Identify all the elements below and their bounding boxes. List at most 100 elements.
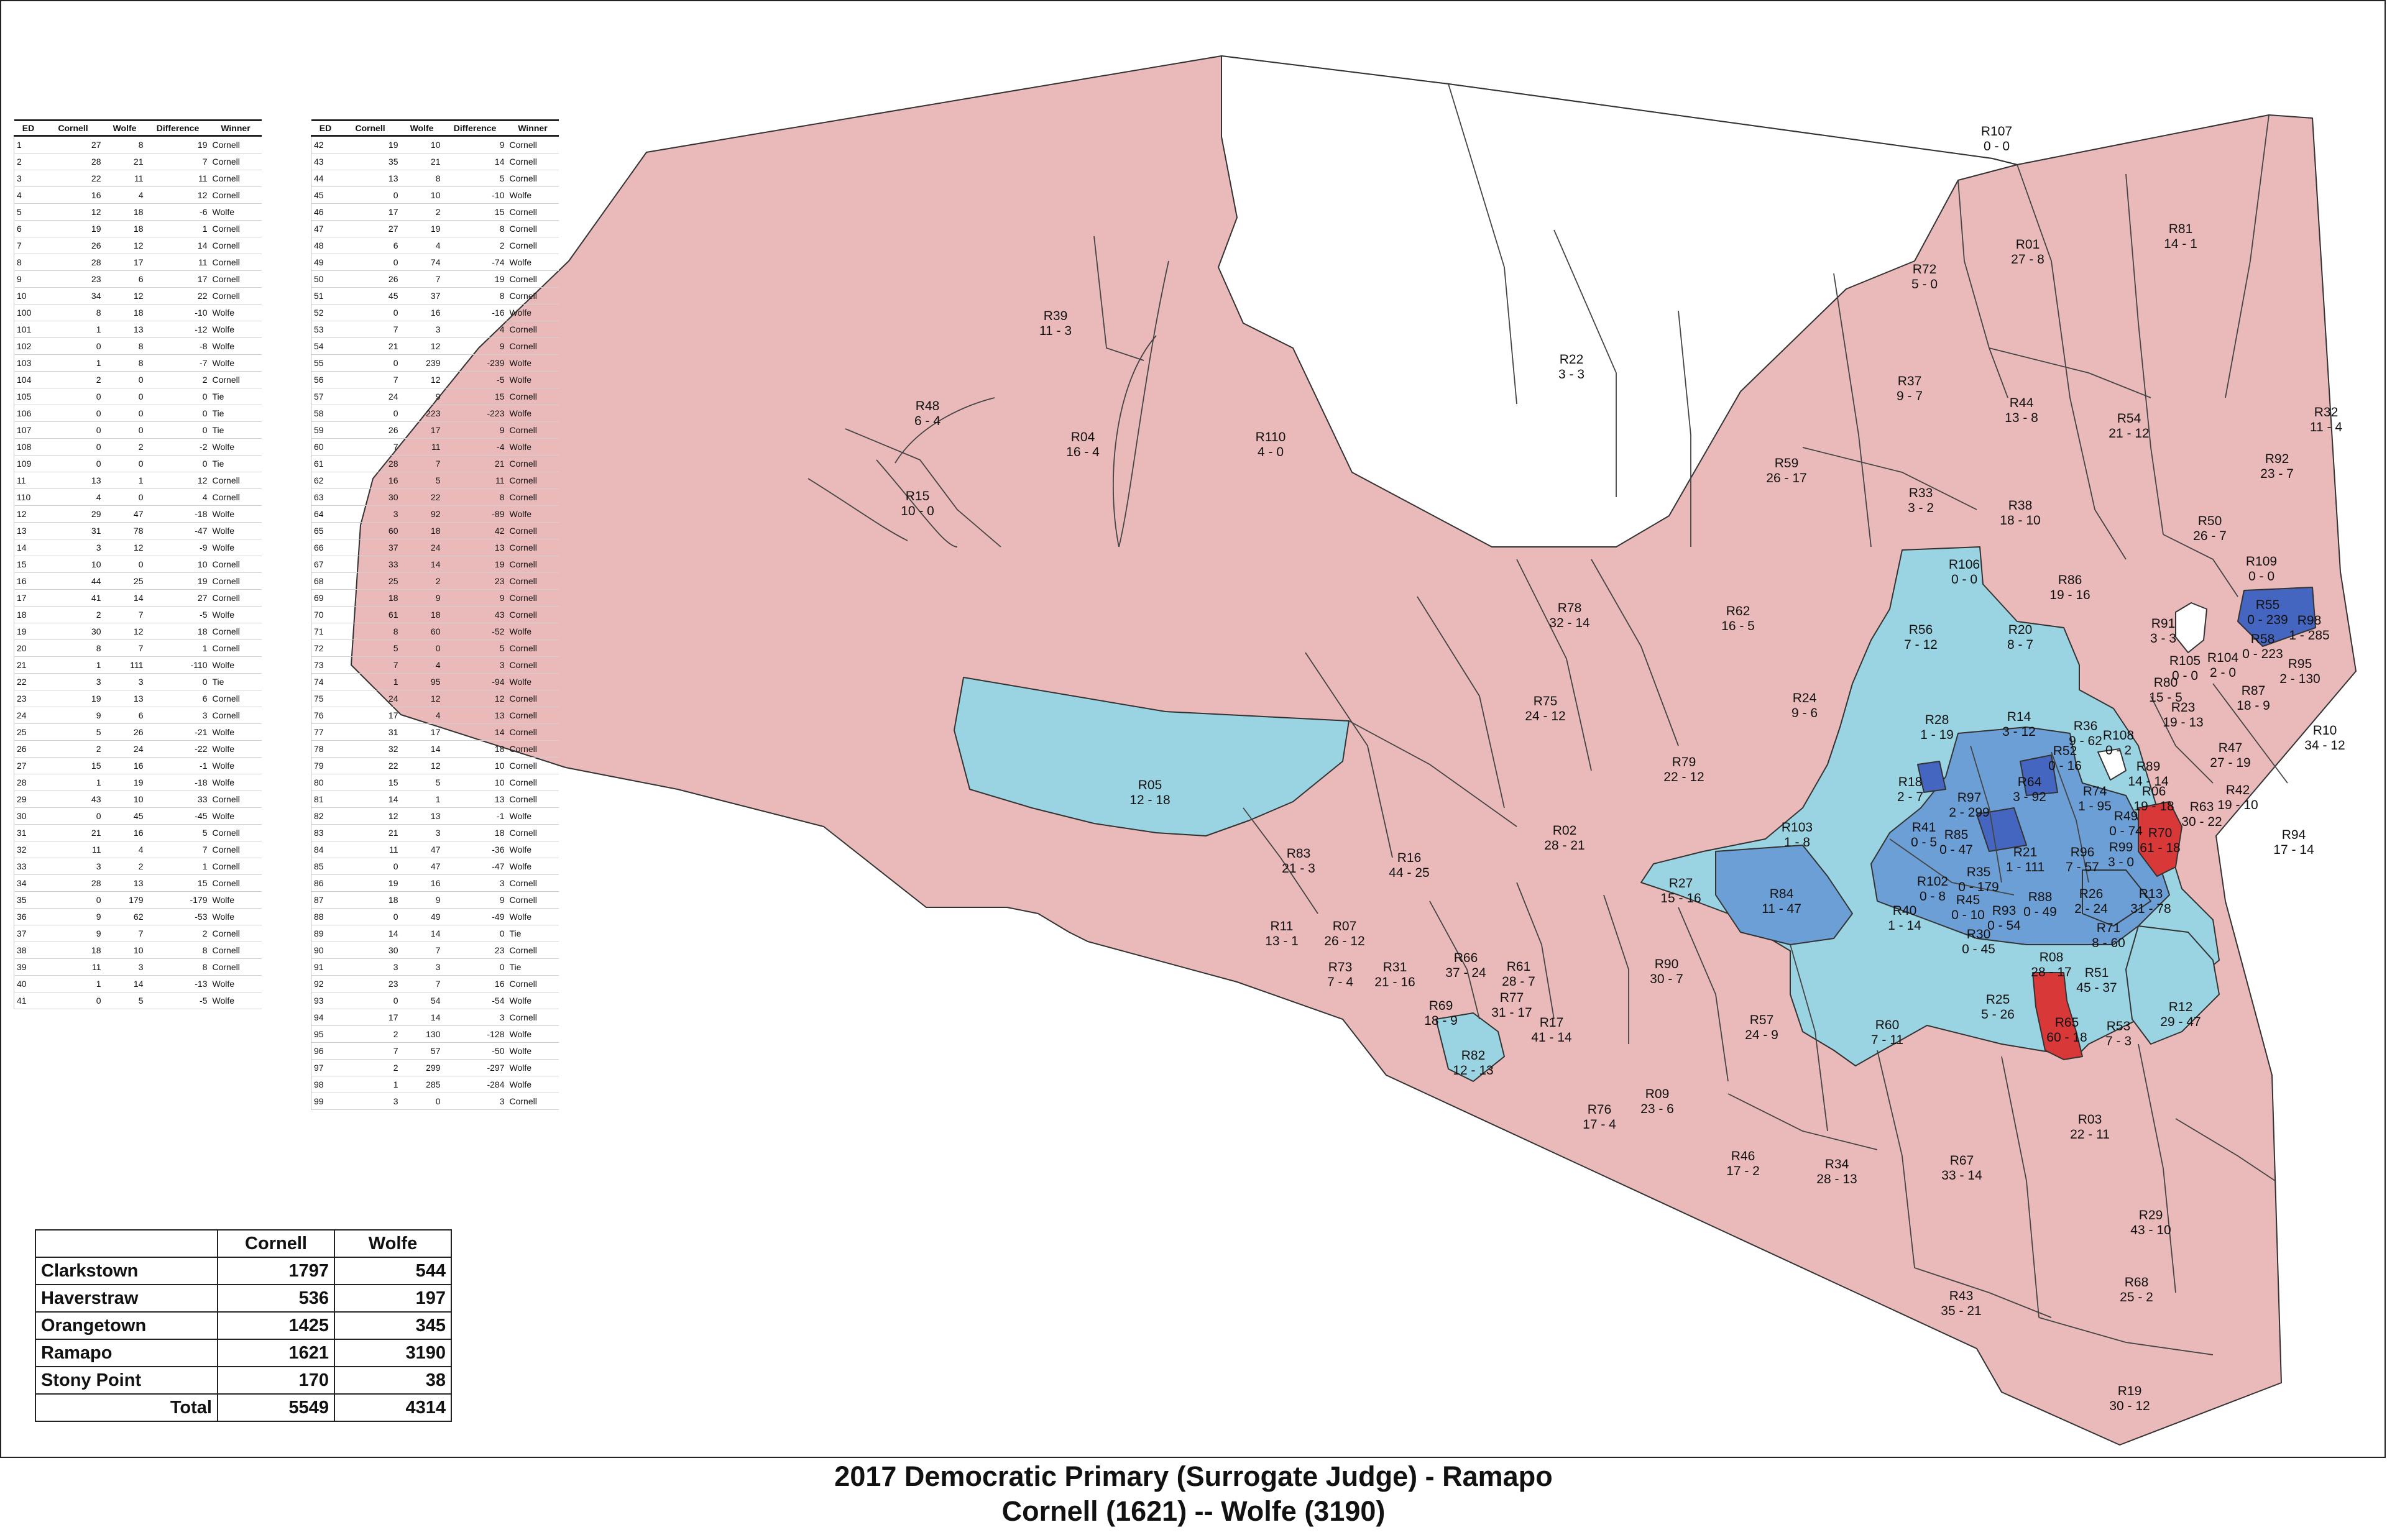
precinct-id: R21	[2013, 845, 2038, 859]
results-cell: 6	[339, 237, 401, 254]
results-cell: -54	[443, 992, 507, 1009]
precinct-votes: 21 - 3	[1282, 861, 1315, 876]
precinct-label-r59: R59 26 - 17	[1766, 456, 1806, 485]
results-cell: 9	[443, 421, 507, 439]
results-cell: 17	[14, 589, 43, 607]
results-cell: Cornell	[209, 135, 262, 154]
precinct-id: R15	[906, 489, 930, 503]
results-cell: 103	[14, 354, 43, 372]
precinct-id: R47	[2219, 741, 2243, 755]
results-cell: 16	[103, 757, 146, 774]
results-cell: 22	[339, 757, 401, 774]
results-row: 69 18 9 9 Cornell	[311, 589, 559, 607]
results-cell: 1	[14, 135, 43, 154]
precinct-label-r34: R34 28 - 13	[1816, 1157, 1857, 1186]
precinct-votes: 31 - 17	[1491, 1006, 1532, 1020]
precinct-votes: 2 - 299	[1949, 805, 1989, 820]
precinct-votes: 43 - 10	[2130, 1223, 2171, 1237]
results-cell: 83	[311, 824, 340, 841]
precinct-votes: 22 - 12	[1663, 770, 1704, 784]
precinct-id: R42	[2226, 783, 2250, 797]
precinct-id: R46	[1731, 1149, 1755, 1163]
results-cell: Cornell	[209, 824, 262, 841]
results-cell: 16	[339, 472, 401, 489]
summary-row: Haverstraw 536 197	[35, 1284, 452, 1313]
precinct-votes: 7 - 12	[1904, 638, 1938, 652]
precinct-label-r71: R71 8 - 60	[2092, 921, 2125, 950]
results-cell: 16	[400, 304, 443, 321]
precinct-id: R58	[2251, 632, 2275, 646]
results-col-header: Wolfe	[103, 119, 146, 137]
precinct-id: R08	[2040, 950, 2064, 965]
precinct-label-r02: R02 28 - 21	[1544, 823, 1584, 853]
precinct-votes: 9 - 7	[1897, 389, 1923, 403]
results-cell: 45	[339, 287, 401, 305]
precinct-label-r107: R107 0 - 0	[1981, 124, 2012, 154]
results-row: 67 33 14 19 Cornell	[311, 556, 559, 573]
results-cell: 14	[103, 589, 146, 607]
precinct-id: R20	[2008, 623, 2033, 637]
results-row: 104 2 0 2 Cornell	[14, 371, 262, 388]
results-row: 37 9 7 2 Cornell	[14, 925, 262, 942]
precinct-votes: 5 - 0	[1911, 277, 1938, 291]
results-row: 99 3 0 3 Cornell	[311, 1093, 559, 1110]
precinct-votes: 30 - 12	[2109, 1399, 2150, 1413]
results-table-header: ED Cornell Wolfe Difference Winner	[14, 119, 262, 137]
results-cell: 23	[339, 975, 401, 992]
precinct-label-r94: R94 17 - 14	[2273, 828, 2314, 857]
results-cell: 1	[400, 791, 443, 808]
precinct-label-r38: R38 18 - 10	[2000, 498, 2040, 528]
results-cell: 54	[400, 992, 443, 1009]
precinct-votes: 1 - 285	[2289, 628, 2329, 643]
results-cell: 12	[103, 539, 146, 556]
precinct-id: R17	[1540, 1015, 1564, 1030]
results-cell: 24	[400, 539, 443, 556]
precinct-label-r106: R106 0 - 0	[1949, 557, 1980, 587]
results-cell: -4	[443, 438, 507, 456]
results-cell: Cornell	[507, 321, 559, 338]
results-cell: 28	[14, 774, 43, 791]
precinct-votes: 28 - 21	[1544, 838, 1584, 853]
results-cell: 0	[42, 891, 104, 909]
results-row: 14 3 12 -9 Wolfe	[14, 539, 262, 556]
map-subtitle: Cornell (1621) -- Wolfe (3190)	[1001, 1495, 1386, 1527]
results-cell: Wolfe	[209, 723, 262, 741]
results-cell: 21	[339, 337, 401, 355]
results-cell: 13	[443, 791, 507, 808]
results-cell: Wolfe	[507, 841, 559, 858]
precinct-id: R81	[2169, 222, 2193, 236]
precinct-label-r11: R11 13 - 1	[1265, 919, 1299, 948]
results-cell: 102	[14, 337, 43, 355]
results-cell: 19	[339, 874, 401, 892]
results-cell: 5	[400, 774, 443, 791]
results-cell: 1	[339, 1076, 401, 1093]
precinct-label-r103: R103 1 - 8	[1782, 820, 1813, 850]
results-row: 93 0 54 -54 Wolfe	[311, 992, 559, 1009]
results-row: 42 19 10 9 Cornell	[311, 135, 559, 154]
results-cell: 8	[103, 337, 146, 355]
results-cell: 21	[443, 455, 507, 472]
precinct-label-r01: R01 27 - 8	[2011, 237, 2044, 267]
precinct-votes: 18 - 9	[2237, 699, 2270, 713]
results-cell: Cornell	[507, 824, 559, 841]
results-cell: 11	[103, 170, 146, 187]
results-cell: 1	[42, 656, 104, 674]
results-row: 33 3 2 1 Cornell	[14, 858, 262, 875]
results-cell: Cornell	[507, 891, 559, 909]
results-cell: Cornell	[209, 925, 262, 942]
results-cell: 7	[400, 942, 443, 959]
precinct-votes: 17 - 14	[2273, 843, 2314, 857]
results-cell: 10	[400, 135, 443, 154]
precinct-id: R102	[1917, 874, 1948, 889]
precinct-label-r99: R99 3 - 0	[2108, 840, 2134, 869]
results-cell: -18	[145, 505, 210, 523]
precinct-id: R29	[2139, 1208, 2163, 1222]
results-cell: 30	[42, 623, 104, 640]
results-cell: Cornell	[209, 572, 262, 590]
results-cell: Cornell	[507, 556, 559, 573]
results-cell: -22	[145, 740, 210, 758]
results-row: 16 44 25 19 Cornell	[14, 572, 262, 590]
results-row: 84 11 47 -36 Wolfe	[311, 841, 559, 858]
precinct-id: R09	[1645, 1087, 1670, 1101]
precinct-label-r46: R46 17 - 2	[1726, 1149, 1760, 1178]
